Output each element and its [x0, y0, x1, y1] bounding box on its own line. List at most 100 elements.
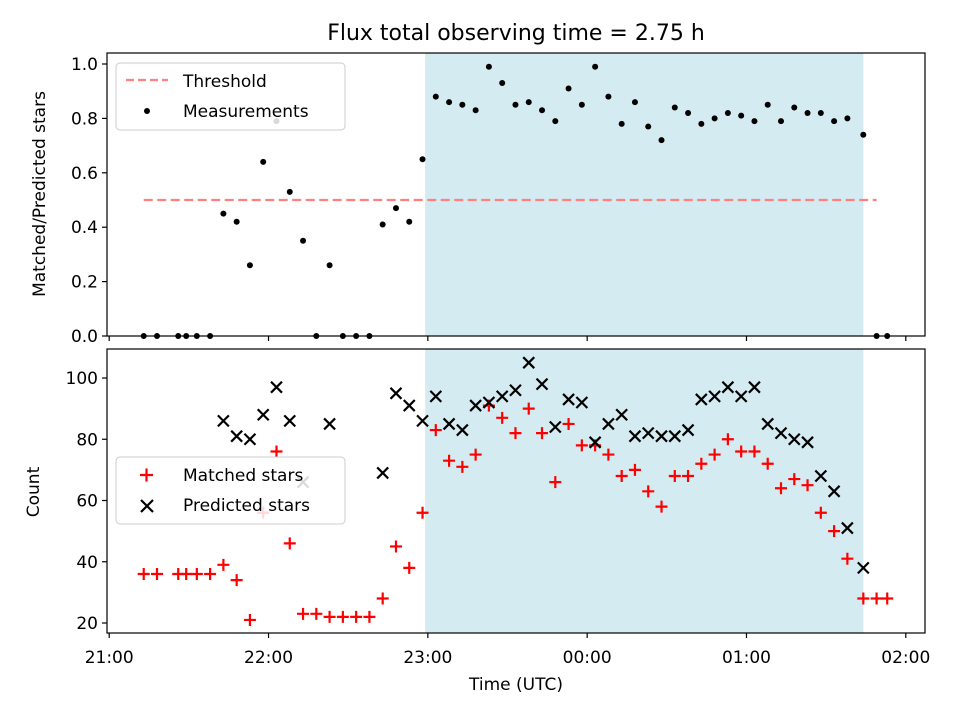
- legend-matched-swatch: [140, 468, 153, 482]
- predicted-star-point: [442, 417, 456, 431]
- predicted-star-point: [734, 390, 748, 403]
- measurement-point: [658, 137, 665, 144]
- top-y-tick-label: 0.2: [71, 273, 98, 293]
- matched-star-point: [429, 424, 442, 437]
- measurement-point: [552, 118, 559, 125]
- matched-star-point: [217, 558, 230, 571]
- matched-star-point: [403, 561, 416, 574]
- top-plot-frame: [106, 52, 926, 337]
- measurement-point: [446, 99, 453, 106]
- matched-star-point: [615, 470, 628, 482]
- matched-star-point: [350, 610, 363, 623]
- matched-star-point: [695, 457, 708, 470]
- measurement-point: [671, 104, 678, 111]
- top-y-axis: 0.0 0.2 0.4 0.6 0.8 1.0: [71, 55, 107, 347]
- matched-star-point: [682, 470, 695, 482]
- bottom-y-axis: 20 40 60 80 100: [66, 369, 107, 634]
- measurement-point: [300, 237, 307, 244]
- x-tick-label: 00:00: [563, 648, 612, 668]
- predicted-star-point: [416, 414, 429, 428]
- matched-star-point: [137, 568, 150, 580]
- matched-star-point: [363, 610, 376, 623]
- legend-matched-label: Matched stars: [183, 466, 303, 486]
- matched-star-point: [857, 592, 870, 605]
- bottom-plot-frame: [106, 348, 926, 634]
- matched-star-point: [841, 552, 854, 565]
- predicted-star-point: [641, 426, 655, 440]
- top-panel: 0.0 0.2 0.4 0.6 0.8 1.0 Matched/Predicted sta…: [30, 52, 926, 347]
- matched-star-point: [628, 463, 641, 476]
- predicted-star-point: [535, 377, 549, 391]
- matched-star-point: [204, 568, 217, 580]
- measurement-point: [406, 218, 413, 225]
- predicted-star-point: [668, 429, 682, 443]
- bottom-y-tick-label: 80: [76, 430, 98, 450]
- measurement-point: [860, 131, 867, 138]
- matched-star-point: [150, 568, 163, 580]
- matched-star-point: [180, 568, 193, 580]
- top-legend-box: [115, 62, 346, 131]
- matched-star-point: [881, 592, 894, 605]
- measurement-point: [791, 104, 798, 111]
- measurement-point: [631, 99, 638, 106]
- measurement-point: [817, 109, 824, 116]
- predicted-star-point: [243, 432, 257, 446]
- predicted-star-point: [827, 485, 841, 498]
- matched-star-point: [801, 479, 814, 492]
- bottom-panel: 20 40 60 80 100 21:00 22:00 23:00 00:00 01:00 02:…: [24, 348, 930, 695]
- matched-star-point: [456, 460, 469, 473]
- predicted-star-point: [217, 414, 230, 428]
- matched-star-point: [828, 525, 841, 538]
- x-tick-label: 01:00: [722, 648, 771, 668]
- predicted-star-point: [495, 390, 509, 403]
- bottom-y-tick-label: 60: [76, 492, 98, 512]
- predicted-star-point: [761, 417, 775, 431]
- matched-star-point: [323, 610, 336, 623]
- predicted-star-point: [721, 380, 735, 394]
- measurement-point: [777, 118, 784, 125]
- matched-star-point: [509, 427, 522, 440]
- measurement-point: [724, 109, 731, 116]
- matched-star-point: [270, 445, 283, 458]
- top-x-ticks: [108, 336, 907, 341]
- matched-star-point: [562, 417, 575, 430]
- matched-star-point: [748, 445, 761, 458]
- predicted-star-point: [256, 408, 270, 422]
- top-y-tick-label: 0.8: [71, 109, 98, 129]
- matched-star-point: [655, 500, 668, 513]
- top-y-tick-label: 0.0: [71, 327, 98, 347]
- matched-star-point: [575, 439, 588, 452]
- predicted-star-point: [681, 423, 695, 437]
- x-axis-label: Time (UTC): [468, 675, 563, 695]
- predicted-star-point: [588, 436, 602, 449]
- measurement-point: [592, 63, 599, 70]
- measurement-point: [844, 115, 851, 122]
- matched-star-point: [721, 433, 734, 446]
- measurement-point: [512, 101, 519, 108]
- measurement-point: [539, 107, 546, 114]
- top-y-axis-label: Matched/Predicted stars: [30, 91, 50, 297]
- matched-star-point: [243, 613, 256, 626]
- legend-threshold-label: Threshold: [182, 72, 267, 92]
- measurement-point: [565, 85, 572, 92]
- predicted-star-point: [429, 390, 443, 403]
- top-shaded-span: [425, 53, 864, 336]
- matched-star-point: [496, 411, 509, 424]
- bottom-marks: [137, 356, 894, 626]
- measurement-point: [578, 101, 585, 108]
- measurement-point: [525, 99, 532, 106]
- predicted-star-point: [748, 380, 761, 394]
- x-tick-label: 21:00: [85, 648, 134, 668]
- matched-star-point: [708, 448, 721, 461]
- legend-predicted-label: Predicted stars: [183, 496, 310, 516]
- measurement-point: [618, 120, 625, 127]
- matched-star-point: [870, 592, 883, 605]
- predicted-star-point: [708, 390, 721, 403]
- bottom-x-axis: 21:00 22:00 23:00 00:00 01:00 02:00: [85, 633, 930, 668]
- matched-star-point: [522, 402, 535, 415]
- measurement-point: [459, 101, 466, 108]
- predicted-star-point: [814, 469, 828, 483]
- measurement-point: [605, 93, 612, 100]
- predicted-star-point: [575, 396, 589, 409]
- matched-star-point: [230, 574, 243, 587]
